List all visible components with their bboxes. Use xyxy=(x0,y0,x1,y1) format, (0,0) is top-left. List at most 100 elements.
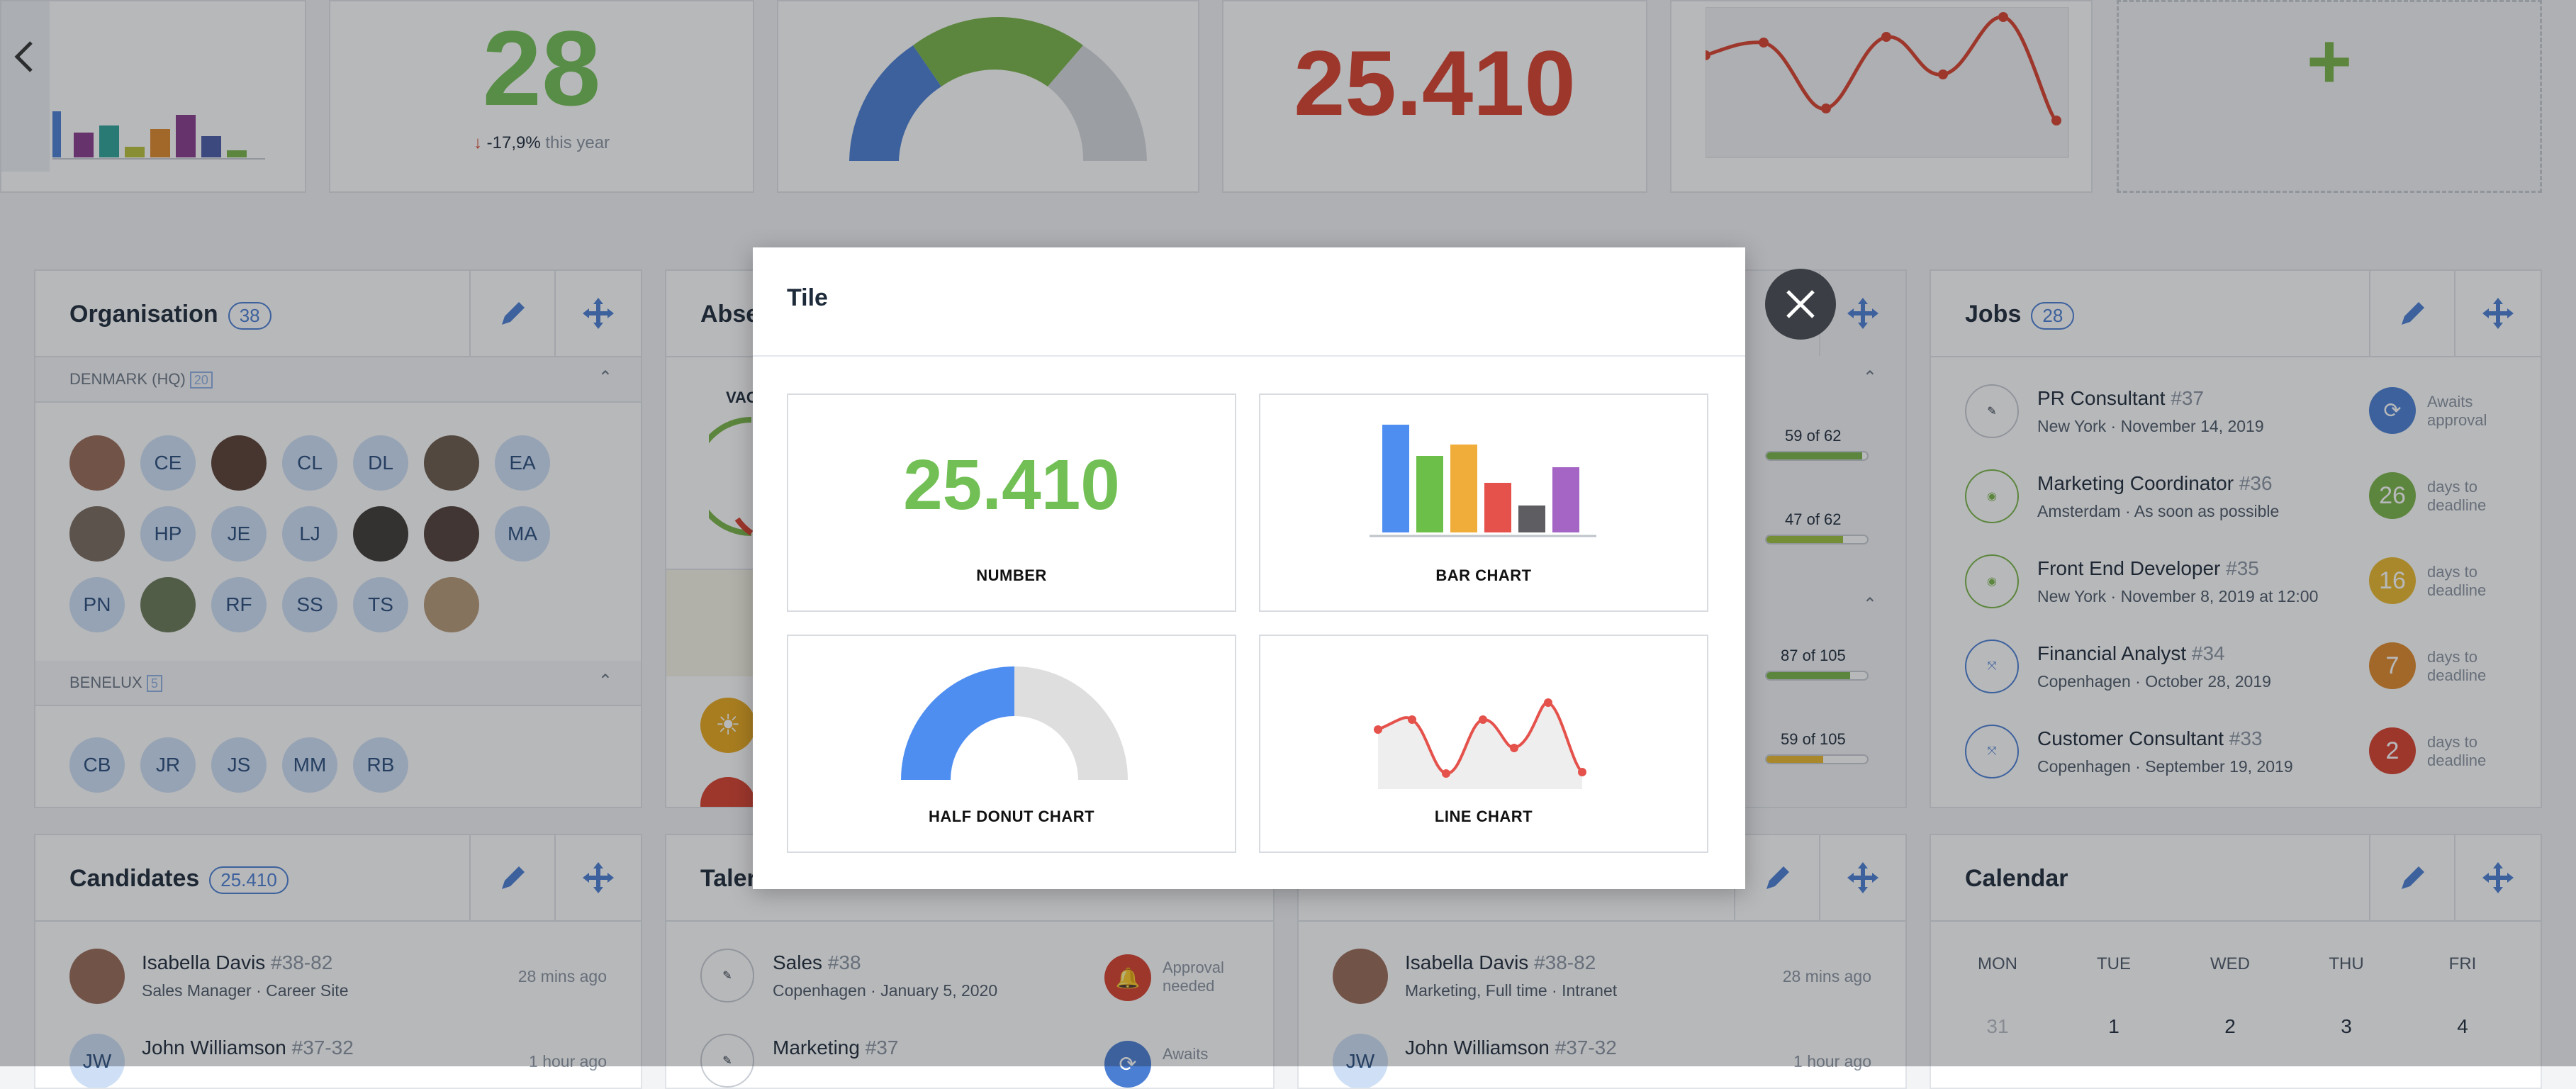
back-arrow-button[interactable] xyxy=(1,1,50,172)
move-button[interactable] xyxy=(2454,835,2541,920)
line-point xyxy=(1408,715,1416,724)
candidate-name: Isabella Davis #38-82 xyxy=(142,951,333,973)
calendar-weekday: FRI xyxy=(2448,954,2477,973)
big-number-value: 25.410 xyxy=(1294,31,1576,135)
job-title: Customer Consultant #33 xyxy=(2037,727,2263,749)
avatar[interactable]: LJ xyxy=(282,506,337,562)
avatar[interactable]: MM xyxy=(282,737,337,793)
avatar[interactable] xyxy=(69,506,125,562)
move-icon xyxy=(2482,298,2514,329)
avatar[interactable]: RF xyxy=(211,577,267,632)
status-text: days to deadline xyxy=(2427,563,2487,599)
line-point xyxy=(1442,769,1450,778)
avatar[interactable]: RB xyxy=(353,737,408,793)
avatar[interactable]: CE xyxy=(140,435,196,491)
chevron-up-icon[interactable]: ⌃ xyxy=(598,368,612,387)
half-donut-option[interactable]: HALF DONUT CHART xyxy=(787,635,1236,853)
line-point xyxy=(1374,725,1382,734)
option-label: BAR CHART xyxy=(1435,566,1532,584)
chevron-up-icon[interactable]: ⌃ xyxy=(598,671,612,691)
number-option[interactable]: 25.410 NUMBER xyxy=(787,393,1236,612)
avatar[interactable] xyxy=(424,577,479,632)
avatar[interactable]: CB xyxy=(69,737,125,793)
avatar[interactable] xyxy=(424,435,479,491)
avatar[interactable]: HP xyxy=(140,506,196,562)
avatar[interactable] xyxy=(424,506,479,562)
avatar[interactable]: CL xyxy=(282,435,337,491)
bar-chart-preview xyxy=(1370,425,1596,537)
avatar[interactable]: DL xyxy=(353,435,408,491)
mini-bar-chart xyxy=(52,111,265,160)
move-button[interactable] xyxy=(554,835,641,920)
section-denmark[interactable]: DENMARK (HQ) 20 ⌃ xyxy=(35,357,641,403)
move-button[interactable] xyxy=(1819,835,1905,920)
organisation-card: Organisation 38 DENMARK (HQ) 20 ⌃ CE CL D… xyxy=(34,269,642,808)
job-meta: Copenhagen · January 5, 2020 xyxy=(773,981,998,1000)
candidate-name: John Williamson #37-32 xyxy=(142,1037,354,1059)
bar-chart-tile[interactable] xyxy=(0,0,306,193)
option-label: HALF DONUT CHART xyxy=(928,808,1095,825)
bar xyxy=(1518,506,1545,532)
move-button[interactable] xyxy=(554,271,641,356)
progress-label: 47 of 62 xyxy=(1785,510,1842,528)
pencil-icon xyxy=(502,866,525,889)
pencil-icon: ✎ xyxy=(1965,384,2019,438)
avatar[interactable]: JE xyxy=(211,506,267,562)
edit-button[interactable] xyxy=(2369,835,2455,920)
bar xyxy=(1450,445,1477,532)
status-text: days to deadline xyxy=(2427,478,2487,514)
section-label: DENMARK (HQ) 20 xyxy=(69,370,213,389)
big-number-tile[interactable]: 25.410 xyxy=(1222,0,1647,193)
chevron-up-icon[interactable]: ⌃ xyxy=(1862,368,1877,387)
mini-bar xyxy=(201,136,221,157)
bar xyxy=(1484,483,1511,532)
move-icon xyxy=(583,862,614,893)
status-text: Awaits xyxy=(1163,1045,1209,1063)
half-donut-tile[interactable] xyxy=(777,0,1199,193)
calendar-date[interactable]: 3 xyxy=(2341,1015,2352,1037)
add-tile-button[interactable]: + xyxy=(2117,0,2542,193)
avatar[interactable] xyxy=(69,435,125,491)
calendar-date[interactable]: 4 xyxy=(2457,1015,2468,1037)
avatar[interactable] xyxy=(140,577,196,632)
card-title: Calendar xyxy=(1965,865,2068,892)
arrow-down-icon: ↓ xyxy=(473,133,482,152)
move-button[interactable] xyxy=(2454,271,2541,356)
calendar-date[interactable]: 2 xyxy=(2224,1015,2236,1037)
chevron-up-icon[interactable]: ⌃ xyxy=(1862,595,1877,614)
avatar[interactable]: TS xyxy=(353,577,408,632)
number-tile[interactable]: 28 ↓ -17,9% this year xyxy=(329,0,754,193)
avatar[interactable] xyxy=(353,506,408,562)
line-chart-tile[interactable] xyxy=(1670,0,2093,193)
vacation-gauge xyxy=(709,417,754,536)
plus-icon: + xyxy=(2306,18,2353,105)
line-chart-option[interactable]: LINE CHART xyxy=(1259,635,1708,853)
avatar[interactable]: SS xyxy=(282,577,337,632)
line-point xyxy=(1510,744,1518,752)
avatar[interactable]: EA xyxy=(495,435,550,491)
status-text: Approval needed xyxy=(1163,959,1224,995)
bar-chart-option[interactable]: BAR CHART xyxy=(1259,393,1708,612)
mini-bar xyxy=(99,125,119,157)
card-header: Jobs 28 xyxy=(1931,271,2541,357)
section-badge: 5 xyxy=(146,675,162,692)
donut-segment-grey xyxy=(1048,45,1147,161)
edit-button[interactable] xyxy=(469,271,556,356)
card-title: Jobs 28 xyxy=(1965,301,2075,330)
avatar[interactable]: MA xyxy=(495,506,550,562)
pencil-icon xyxy=(1766,866,1789,889)
avatar[interactable] xyxy=(211,435,267,491)
edit-button[interactable] xyxy=(469,835,556,920)
calendar-date[interactable]: 31 xyxy=(1986,1015,2009,1037)
section-benelux[interactable]: BENELUX 5 ⌃ xyxy=(35,661,641,706)
avatar[interactable]: JR xyxy=(140,737,196,793)
close-button[interactable] xyxy=(1765,269,1836,340)
edit-button[interactable] xyxy=(2369,271,2455,356)
status-text: Awaits approval xyxy=(2427,393,2487,429)
calendar-date[interactable]: 1 xyxy=(2108,1015,2119,1037)
job-title: PR Consultant #37 xyxy=(2037,387,2205,409)
avatar[interactable]: PN xyxy=(69,577,125,632)
avatar[interactable]: JS xyxy=(211,737,267,793)
chevron-left-icon xyxy=(14,41,33,72)
job-meta: Copenhagen · September 19, 2019 xyxy=(2037,757,2293,776)
